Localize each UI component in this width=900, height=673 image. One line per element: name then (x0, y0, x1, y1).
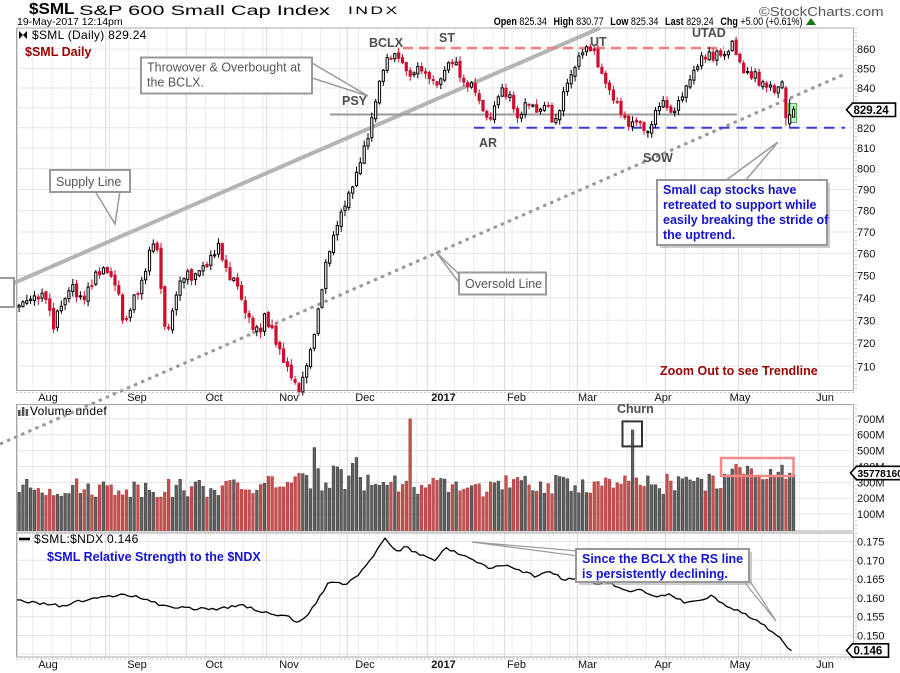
svg-text:Apr: Apr (654, 392, 671, 404)
svg-text:730: 730 (857, 315, 875, 327)
svg-text:100M: 100M (857, 509, 885, 521)
svg-text:the BCLX.: the BCLX. (147, 76, 204, 90)
svg-text:850: 850 (857, 63, 875, 75)
svg-text:Aug: Aug (38, 392, 58, 404)
svg-text:810: 810 (857, 143, 875, 155)
svg-text:Since the BCLX the RS line: Since the BCLX the RS line (582, 552, 743, 566)
svg-text:is persistently declining.: is persistently declining. (582, 567, 728, 581)
svg-text:0.175: 0.175 (857, 537, 885, 549)
svg-text:$SML Daily: $SML Daily (25, 45, 92, 59)
svg-text:Sep: Sep (127, 659, 147, 671)
svg-text:BCLX: BCLX (369, 36, 404, 50)
svg-text:UTAD: UTAD (692, 26, 726, 40)
svg-text:740: 740 (857, 293, 875, 305)
svg-text:820: 820 (857, 123, 875, 135)
svg-text:720: 720 (857, 338, 875, 350)
svg-text:780: 780 (857, 206, 875, 218)
svg-text:0.146: 0.146 (854, 646, 883, 658)
svg-text:Mar: Mar (578, 392, 597, 404)
svg-text:Dec: Dec (355, 392, 375, 404)
svg-text:Mar: Mar (578, 659, 597, 671)
svg-text:$SML:$NDX 0.146: $SML:$NDX 0.146 (34, 532, 139, 546)
svg-text:Supply Line: Supply Line (56, 175, 121, 189)
svg-text:$SML Relative Strength to the: $SML Relative Strength to the $NDX (47, 550, 261, 564)
svg-text:Volume undef: Volume undef (30, 404, 107, 418)
svg-text:600M: 600M (857, 430, 885, 442)
svg-text:ST: ST (439, 31, 455, 45)
svg-text:770: 770 (857, 227, 875, 239)
svg-text:Zoom Out to see Trendline: Zoom Out to see Trendline (660, 364, 818, 378)
svg-text:Aug: Aug (38, 659, 58, 671)
svg-text:Jun: Jun (816, 392, 834, 404)
svg-text:easily breaking the stride of: easily breaking the stride of (663, 213, 829, 227)
svg-text:Nov: Nov (279, 659, 299, 671)
svg-text:200M: 200M (857, 493, 885, 505)
svg-text:Dec: Dec (355, 659, 375, 671)
svg-text:$SML (Daily) 829.24: $SML (Daily) 829.24 (32, 28, 147, 42)
svg-text:0.170: 0.170 (857, 555, 885, 567)
svg-text:Apr: Apr (654, 659, 671, 671)
svg-text:Sep: Sep (127, 392, 147, 404)
svg-text:Oversold Line: Oversold Line (465, 277, 542, 291)
svg-text:retreated to support while: retreated to support while (663, 198, 817, 212)
svg-text:Oct: Oct (205, 392, 222, 404)
svg-text:500M: 500M (857, 446, 885, 458)
svg-text:Throwover & Overbought at: Throwover & Overbought at (147, 61, 301, 75)
svg-text:Oct: Oct (205, 659, 222, 671)
svg-text:829.24: 829.24 (854, 105, 890, 117)
svg-text:Jun: Jun (816, 659, 834, 671)
svg-text:May: May (730, 659, 751, 671)
svg-text:SOW: SOW (643, 151, 673, 165)
svg-text:0.160: 0.160 (857, 593, 885, 605)
svg-text:Churn: Churn (617, 402, 654, 416)
svg-text:0.150: 0.150 (857, 631, 885, 643)
svg-text:0.165: 0.165 (857, 574, 885, 586)
svg-text:Feb: Feb (507, 392, 526, 404)
svg-text:Small cap stocks have: Small cap stocks have (663, 183, 796, 197)
svg-text:Feb: Feb (507, 659, 526, 671)
svg-text:0.155: 0.155 (857, 612, 885, 624)
svg-text:UT: UT (590, 35, 607, 49)
svg-text:710: 710 (857, 361, 875, 373)
svg-text:the uptrend.: the uptrend. (663, 228, 735, 242)
svg-text:700M: 700M (857, 414, 885, 426)
svg-text:860: 860 (857, 44, 875, 56)
svg-text:AR: AR (479, 136, 497, 150)
svg-text:2017: 2017 (431, 659, 455, 671)
svg-text:PSY: PSY (342, 94, 368, 108)
svg-text:35778160: 35778160 (858, 469, 900, 480)
svg-text:2017: 2017 (431, 392, 455, 404)
svg-text:750: 750 (857, 271, 875, 283)
svg-text:790: 790 (857, 185, 875, 197)
svg-text:May: May (730, 392, 751, 404)
svg-text:Nov: Nov (279, 392, 299, 404)
svg-text:760: 760 (857, 249, 875, 261)
svg-text:800: 800 (857, 164, 875, 176)
svg-text:840: 840 (857, 83, 875, 95)
